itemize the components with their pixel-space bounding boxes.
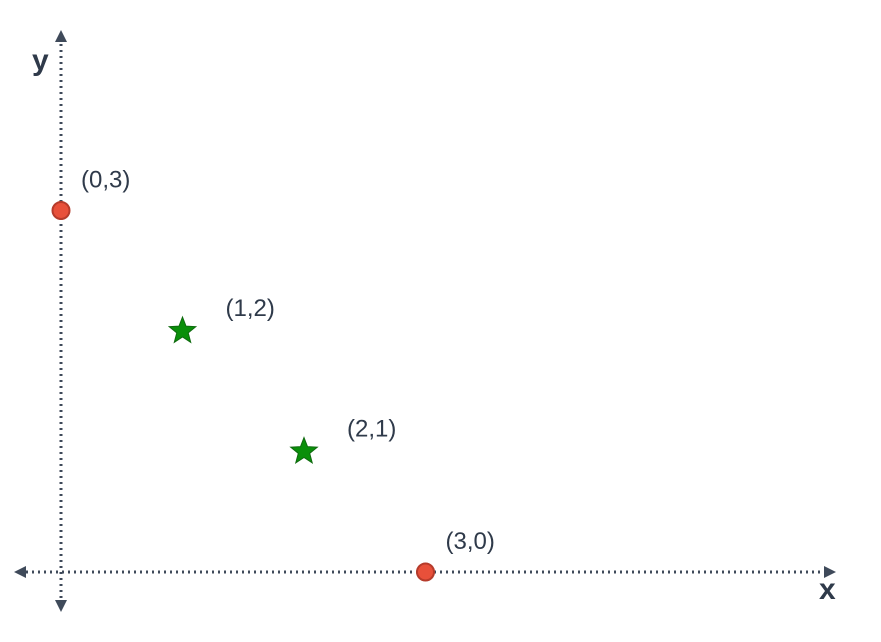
x-axis-arrow-left [14, 566, 26, 578]
data-point-label-3: (3,0) [446, 528, 495, 555]
data-point-2 [289, 436, 319, 464]
data-point-3 [416, 562, 435, 582]
data-point-1 [167, 315, 198, 344]
data-point-label-2: (2,1) [347, 416, 396, 443]
data-point-label-0: (0,3) [81, 167, 130, 194]
y-axis-title: y [32, 44, 49, 77]
x-axis-arrow-right [824, 566, 836, 578]
y-axis-arrow-down [55, 600, 67, 612]
y-axis-arrow-up [55, 30, 67, 42]
data-point-label-1: (1,2) [226, 295, 275, 322]
x-axis-title: x [819, 573, 836, 606]
points-layer: (0,3) (1,2) (2,1) (3,0) [51, 167, 495, 582]
data-point-0 [51, 201, 71, 220]
